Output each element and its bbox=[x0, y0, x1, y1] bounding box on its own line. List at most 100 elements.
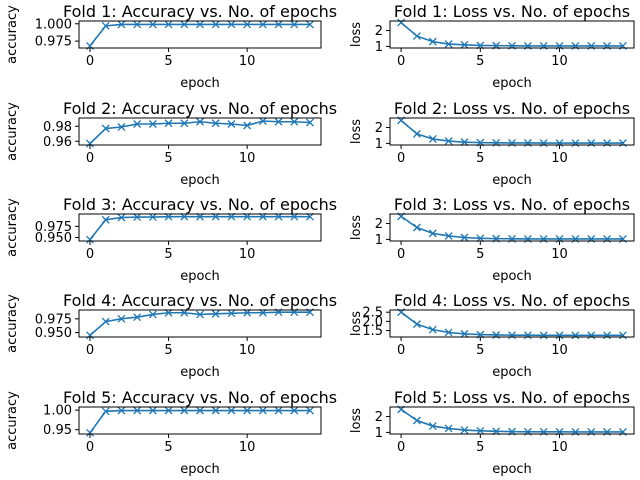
data-point bbox=[603, 331, 612, 340]
data-point bbox=[412, 223, 421, 232]
data-point-stroke bbox=[117, 20, 126, 29]
y-axis-label: accuracy bbox=[5, 391, 20, 450]
data-point bbox=[274, 20, 283, 29]
data-point-stroke bbox=[117, 314, 126, 323]
data-point-stroke bbox=[227, 20, 236, 29]
data-point-stroke bbox=[180, 119, 189, 128]
data-point bbox=[428, 422, 437, 431]
y-axis-label: accuracy bbox=[5, 5, 20, 64]
x-axis-label: epoch bbox=[180, 173, 220, 188]
data-point bbox=[227, 120, 236, 128]
data-point-stroke bbox=[86, 139, 94, 148]
panel-4: Fold 2: Loss vs. No. of epochs 0 5 10 12 epoc… bbox=[349, 99, 635, 188]
panel-5: Fold 3: Accuracy vs. No. of epochs 0 5 10 0.… bbox=[5, 195, 337, 284]
data-point-stroke bbox=[211, 119, 220, 128]
x-tick-label: 10 bbox=[239, 343, 256, 358]
y-tick-label: 2.5 bbox=[362, 306, 383, 321]
data-point bbox=[196, 117, 204, 126]
data-point-stroke bbox=[86, 235, 94, 244]
data-point bbox=[196, 406, 204, 415]
data-point bbox=[412, 129, 421, 138]
data-point-stroke bbox=[444, 328, 453, 337]
x-tick-label: 10 bbox=[551, 343, 568, 358]
x-axis-label: epoch bbox=[492, 269, 532, 284]
data-point-stroke bbox=[306, 406, 314, 415]
data-point bbox=[211, 119, 220, 128]
data-point bbox=[460, 40, 469, 49]
data-point-stroke bbox=[412, 32, 421, 41]
data-point bbox=[101, 124, 110, 133]
data-point bbox=[86, 139, 94, 148]
data-point bbox=[290, 117, 299, 126]
data-point-stroke bbox=[211, 406, 220, 415]
data-point bbox=[460, 138, 469, 147]
data-point-stroke bbox=[587, 331, 596, 340]
y-tick-label: 1.5 bbox=[362, 324, 383, 339]
y-axis-label: loss bbox=[349, 22, 364, 47]
data-point bbox=[290, 20, 299, 29]
panel-7: Fold 4: Accuracy vs. No. of epochs 0 5 10 0.… bbox=[5, 291, 337, 380]
data-point-stroke bbox=[101, 215, 110, 224]
data-point-stroke bbox=[211, 309, 220, 318]
data-point-stroke bbox=[290, 406, 299, 415]
data-point-stroke bbox=[258, 20, 267, 29]
y-tick-label: 0.96 bbox=[43, 135, 72, 150]
data-point bbox=[444, 328, 453, 337]
data-point bbox=[444, 137, 453, 145]
x-tick-label: 0 bbox=[86, 151, 94, 166]
axes-frame bbox=[389, 20, 635, 49]
data-point bbox=[243, 121, 252, 130]
data-point-stroke bbox=[227, 309, 236, 318]
y-tick-label: 1 bbox=[375, 137, 383, 152]
data-point-stroke bbox=[618, 331, 627, 340]
data-point-stroke bbox=[101, 21, 110, 30]
panel-6: Fold 3: Loss vs. No. of epochs 0 5 10 12 epoc… bbox=[349, 195, 635, 284]
data-point bbox=[148, 406, 157, 415]
series-line bbox=[89, 215, 310, 241]
y-tick-label: 1 bbox=[375, 233, 383, 248]
data-point-stroke bbox=[211, 20, 220, 29]
y-axis-label: accuracy bbox=[5, 198, 20, 257]
data-point bbox=[164, 406, 173, 415]
x-axis-label: epoch bbox=[492, 365, 532, 380]
data-point-stroke bbox=[460, 138, 469, 147]
data-point bbox=[117, 20, 126, 29]
data-point-stroke bbox=[180, 406, 189, 415]
data-point-stroke bbox=[196, 406, 204, 415]
data-point-stroke bbox=[243, 20, 252, 29]
x-tick-label: 5 bbox=[164, 54, 172, 69]
data-point-stroke bbox=[412, 320, 421, 329]
data-point-stroke bbox=[476, 426, 485, 435]
data-point bbox=[412, 320, 421, 329]
data-point-stroke bbox=[258, 406, 267, 415]
x-tick-label: 0 bbox=[86, 440, 94, 455]
data-point bbox=[227, 20, 236, 29]
data-point-stroke bbox=[101, 317, 110, 326]
series-line bbox=[89, 409, 310, 434]
data-point bbox=[539, 331, 548, 340]
data-point-stroke bbox=[397, 18, 406, 27]
panel-9: Fold 5: Accuracy vs. No. of epochs 0 5 10 0.… bbox=[5, 388, 337, 477]
data-point-stroke bbox=[196, 310, 204, 319]
data-point-stroke bbox=[306, 20, 314, 29]
data-point bbox=[101, 215, 110, 224]
data-point-stroke bbox=[117, 213, 126, 222]
x-tick-label: 0 bbox=[397, 151, 405, 166]
data-point-stroke bbox=[290, 20, 299, 29]
data-point-stroke bbox=[164, 20, 173, 29]
x-axis-label: epoch bbox=[180, 76, 220, 91]
x-axis-label: epoch bbox=[492, 173, 532, 188]
data-point-stroke bbox=[412, 416, 421, 425]
data-point bbox=[86, 331, 94, 340]
panel-3: Fold 2: Accuracy vs. No. of epochs 0 5 10 0.… bbox=[5, 99, 337, 188]
panel-title: Fold 1: Loss vs. No. of epochs bbox=[394, 2, 630, 21]
panel-title: Fold 1: Accuracy vs. No. of epochs bbox=[63, 2, 337, 21]
data-point-stroke bbox=[444, 137, 453, 145]
y-tick-label: 1.00 bbox=[43, 404, 72, 419]
data-point-stroke bbox=[274, 20, 283, 29]
data-point-stroke bbox=[428, 135, 437, 143]
y-axis-label: loss bbox=[349, 215, 364, 240]
data-point bbox=[117, 406, 126, 415]
data-point-stroke bbox=[460, 233, 469, 242]
